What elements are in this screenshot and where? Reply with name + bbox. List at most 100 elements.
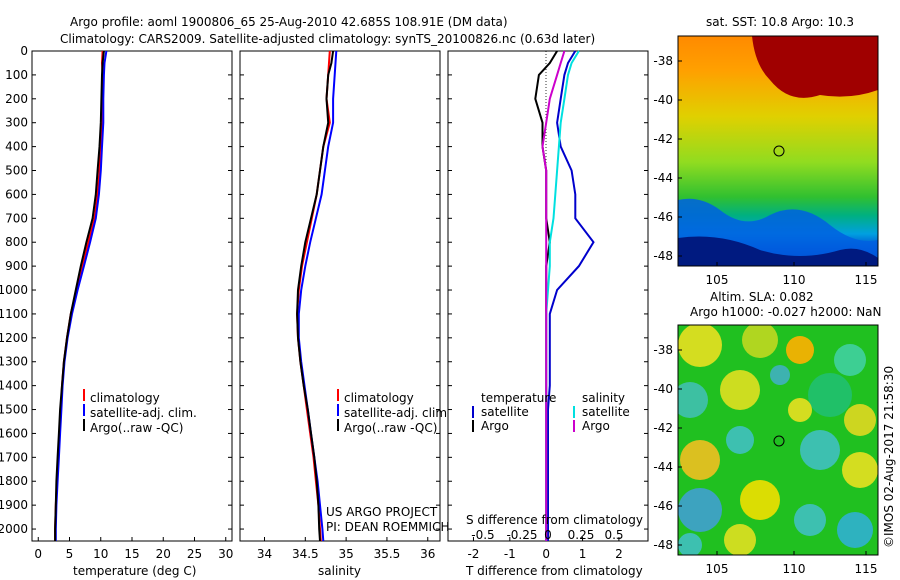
- temperature-panel: 0100200300400500600700800900100011001200…: [0, 44, 233, 578]
- x-tick-label: -1: [504, 547, 516, 561]
- depth-tick-label: 700: [5, 211, 28, 225]
- sla-eddy: [770, 365, 790, 385]
- lat-tick-label: -38: [653, 54, 673, 68]
- x-tick-label: 25: [187, 547, 202, 561]
- sla-eddy: [720, 370, 760, 410]
- salinity-xlabel: salinity: [318, 564, 361, 578]
- depth-tick-label: 1400: [0, 379, 28, 393]
- lat-tick-label: -42: [653, 421, 673, 435]
- x-tick-label: 15: [124, 547, 139, 561]
- salinity-x-axis: 34 34.5 35 35.5 36: [240, 50, 440, 561]
- legend-t-satellite: satellite: [481, 405, 529, 419]
- sla-eddy: [740, 480, 780, 520]
- depth-tick-label: 1800: [0, 474, 28, 488]
- lat-tick-label: -38: [653, 343, 673, 357]
- s-tick-label: 0: [544, 528, 552, 542]
- temperature-x-axis: 0 5 10 15 20 25 30: [32, 50, 233, 561]
- sst-lon-axis: 105 110 115: [706, 262, 878, 287]
- figure-title-line1: Argo profile: aoml 1900806_65 25-Aug-201…: [70, 15, 508, 29]
- depth-tick-label: 1000: [0, 283, 28, 297]
- sla-eddy: [678, 325, 722, 367]
- depth-tick-label: 1900: [0, 498, 28, 512]
- s-difference-ticks: -0.5 -0.25 0 0.25 0.5: [471, 528, 623, 542]
- sla-eddy: [844, 404, 876, 436]
- sst-map: sat. SST: 10.8 Argo: 10.3 -38 -40 -42 -44 -4…: [653, 15, 879, 287]
- x-tick-label: 0: [542, 547, 550, 561]
- legend-label: climatology: [90, 391, 160, 405]
- depth-tick-label: 200: [5, 92, 28, 106]
- sla-eddy: [678, 488, 722, 532]
- sla-eddy: [834, 344, 866, 376]
- lat-tick-label: -44: [653, 171, 673, 185]
- s-tick-label: 0.25: [568, 528, 595, 542]
- sst-map-title: sat. SST: 10.8 Argo: 10.3: [706, 15, 854, 29]
- x-tick-label: 35: [338, 547, 353, 561]
- sla-eddy: [680, 440, 720, 480]
- depth-tick-label: 500: [5, 164, 28, 178]
- series-line-s-argo: [541, 50, 566, 541]
- legend-temperature-title: temperature: [481, 391, 556, 405]
- sla-eddy: [794, 504, 826, 536]
- legend-label: Argo(..raw -QC): [344, 421, 437, 435]
- depth-tick-label: 800: [5, 235, 28, 249]
- temperature-xlabel: temperature (deg C): [73, 564, 196, 578]
- depth-tick-label: 1500: [0, 403, 28, 417]
- legend-label: climatology: [344, 391, 414, 405]
- depth-tick-label: 400: [5, 140, 28, 154]
- salinity-series: [296, 50, 338, 542]
- legend-t-argo: Argo: [481, 419, 509, 433]
- depth-tick-label: 1600: [0, 426, 28, 440]
- copyright-stamp: ©IMOS 02-Aug-2017 21:58:30: [882, 366, 896, 548]
- x-tick-label: 10: [93, 547, 108, 561]
- sla-eddy: [724, 524, 756, 555]
- lat-tick-label: -48: [653, 249, 673, 263]
- s-tick-label: 0.5: [604, 528, 623, 542]
- x-tick-label: 20: [156, 547, 171, 561]
- lon-tick-label: 115: [855, 273, 878, 287]
- x-tick-label: 1: [579, 547, 587, 561]
- difference-x-axis: -2 -1 0 1 2: [448, 50, 648, 561]
- sla-eddy: [726, 426, 754, 454]
- depth-tick-label: 900: [5, 259, 28, 273]
- legend-salinity-title: salinity: [582, 391, 625, 405]
- depth-tick-label: 1300: [0, 355, 28, 369]
- x-tick-label: 5: [66, 547, 74, 561]
- sst-lat-axis: -38 -40 -42 -44 -46 -48: [653, 54, 682, 263]
- depth-tick-label: 1200: [0, 331, 28, 345]
- sla-eddy: [742, 325, 778, 358]
- legend-s-satellite: satellite: [582, 405, 630, 419]
- sla-eddy: [786, 336, 814, 364]
- sla-eddy: [808, 373, 852, 417]
- sla-eddy: [800, 430, 840, 470]
- depth-tick-label: 2000: [0, 522, 28, 536]
- temperature-axes-frame: [31, 50, 233, 542]
- sst-map-frame: [677, 35, 879, 267]
- x-tick-label: 0: [34, 547, 42, 561]
- lat-tick-label: -48: [653, 538, 673, 552]
- sla-map-frame: [677, 324, 879, 556]
- lon-tick-label: 115: [855, 562, 878, 576]
- lon-tick-label: 110: [783, 562, 806, 576]
- series-line-satellite-adj-clim-: [54, 50, 108, 541]
- x-tick-label: 36: [420, 547, 435, 561]
- depth-tick-label: 100: [5, 68, 28, 82]
- legend-s-argo: Argo: [582, 419, 610, 433]
- sla-lat-axis: -38 -40 -42 -44 -46 -48: [653, 343, 682, 552]
- lat-tick-label: -42: [653, 132, 673, 146]
- difference-series: [534, 50, 595, 541]
- lat-tick-label: -44: [653, 460, 673, 474]
- lon-tick-label: 105: [706, 273, 729, 287]
- depth-tick-label: 1100: [0, 307, 28, 321]
- sla-eddy: [678, 382, 708, 418]
- x-tick-label: 2: [615, 547, 623, 561]
- x-tick-label: 35.5: [374, 547, 401, 561]
- x-tick-label: 30: [218, 547, 233, 561]
- x-tick-label: 34.5: [292, 547, 319, 561]
- sla-eddy: [842, 452, 878, 488]
- s-tick-label: -0.25: [506, 528, 537, 542]
- depth-axis: 0 100 200 300 400 500 600 700 800 900 1000 1100 1200…: [0, 44, 28, 536]
- sla-lon-axis: 105 110 115: [706, 551, 878, 576]
